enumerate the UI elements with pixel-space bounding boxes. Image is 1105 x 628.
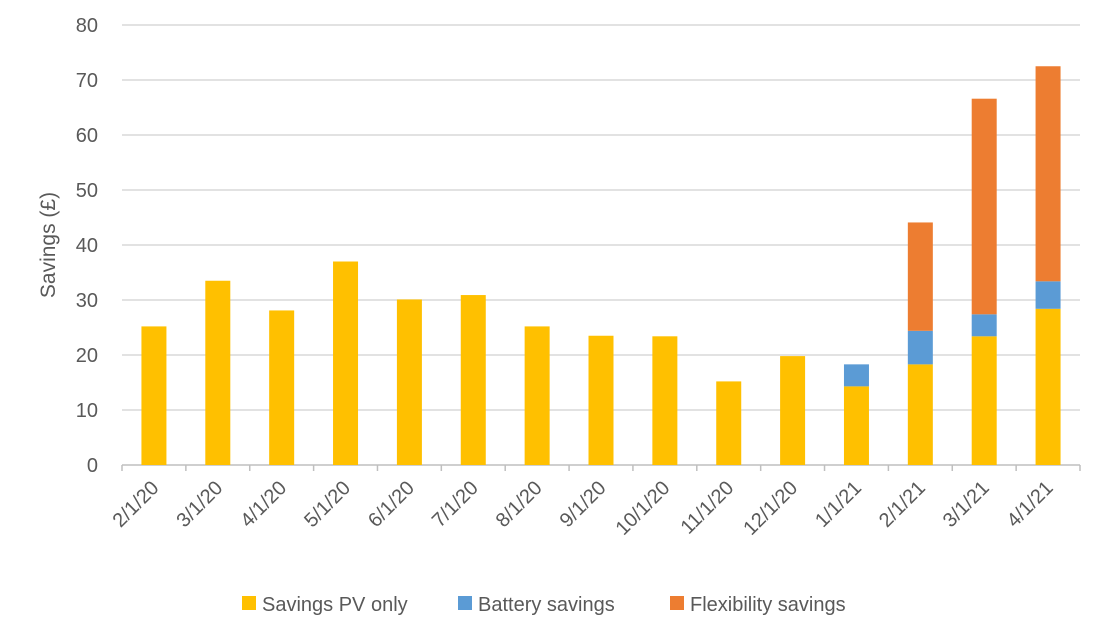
x-tick-label: 4/1/21 [1003,477,1058,532]
bar-savings-pv-only-9-1-20 [588,335,614,465]
y-tick-label: 40 [76,235,98,257]
x-tick-label: 10/1/20 [612,477,675,540]
bar-flexibility-savings-2-1-21 [907,222,933,331]
y-tick-label: 80 [76,15,98,37]
bar-savings-pv-only-5-1-20 [333,261,359,465]
bar-savings-pv-only-4-1-20 [269,310,295,465]
y-tick-label: 0 [87,455,98,477]
bar-savings-pv-only-8-1-20 [524,326,550,465]
legend: Savings PV only Battery savings Flexibilit… [242,594,846,616]
x-tick-label: 1/1/21 [811,477,866,532]
y-axis-title: Savings (£) [37,192,60,298]
axes [121,464,1081,471]
bar-battery-savings-3-1-21 [971,314,997,337]
bar-battery-savings-4-1-21 [1035,281,1061,309]
y-tick-label: 10 [76,400,98,422]
bar-savings-pv-only-2-1-21 [907,364,933,465]
x-tick-label: 3/1/20 [172,477,227,532]
bar-savings-pv-only-2-1-20 [141,326,167,465]
bar-savings-pv-only-12-1-20 [780,356,806,465]
y-tick-label: 60 [76,125,98,147]
x-tick-label: 4/1/20 [236,477,291,532]
bar-savings-pv-only-10-1-20 [652,336,678,465]
y-tick-label: 70 [76,70,98,92]
bar-savings-pv-only-11-1-20 [716,381,742,465]
legend-label: Flexibility savings [690,594,846,616]
bar-savings-pv-only-3-1-20 [205,280,231,465]
x-tick-label: 8/1/20 [492,477,547,532]
bar-savings-pv-only-7-1-20 [460,295,486,465]
legend-label: Savings PV only [262,594,408,616]
y-tick-label: 20 [76,345,98,367]
legend-swatch-battery-savings [458,596,472,610]
y-tick-label: 50 [76,180,98,202]
x-tick-label: 3/1/21 [939,477,994,532]
x-tick-label: 6/1/20 [364,477,419,532]
bar-savings-pv-only-4-1-21 [1035,308,1061,465]
legend-label: Battery savings [478,594,615,616]
legend-swatch-savings-pv-only [242,596,256,610]
x-tick-label: 11/1/20 [677,477,739,539]
x-tick-label: 2/1/21 [875,477,930,532]
bar-flexibility-savings-4-1-21 [1035,66,1061,282]
x-tick-label: 2/1/20 [109,477,164,532]
bar-battery-savings-1-1-21 [843,364,869,387]
bar-savings-pv-only-6-1-20 [396,299,422,465]
bars [141,66,1061,465]
x-tick-label: 12/1/20 [739,477,802,540]
x-tick-label: 7/1/20 [428,477,483,532]
x-tick-label: 5/1/20 [300,477,355,532]
y-tick-label: 30 [76,290,98,312]
bar-savings-pv-only-3-1-21 [971,336,997,465]
bar-battery-savings-2-1-21 [907,330,933,365]
x-tick-label: 9/1/20 [556,477,611,532]
legend-swatch-flexibility-savings [670,596,684,610]
bar-savings-pv-only-1-1-21 [843,386,869,465]
bar-flexibility-savings-3-1-21 [971,98,997,315]
